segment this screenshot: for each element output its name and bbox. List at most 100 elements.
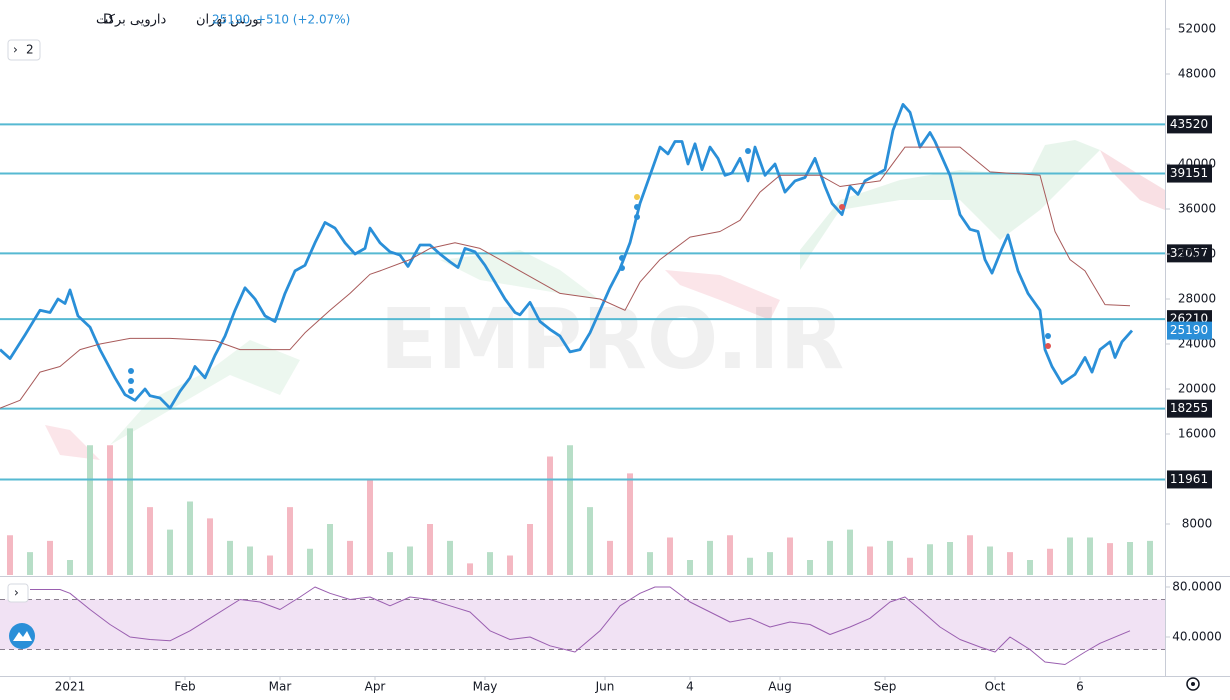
volume-bar [707, 540, 713, 575]
x-tick-label: Mar [269, 680, 292, 694]
volume-bar [907, 557, 913, 575]
indicator-count: 2 [26, 43, 34, 57]
volume-bar [687, 560, 693, 575]
signal-dot [128, 368, 134, 374]
volume-bar [1067, 537, 1073, 575]
y-tick-label: 36000 [1178, 202, 1216, 216]
volume-bar [1107, 543, 1113, 575]
toggle-arrow: › [14, 586, 19, 600]
x-tick-label: May [473, 680, 498, 694]
gear[interactable] [1186, 677, 1200, 691]
signal-dot [634, 214, 640, 220]
volume-bar [987, 546, 993, 575]
cloud [110, 340, 300, 445]
signal-dot [128, 378, 134, 384]
symbol-name: دارویی برکت [96, 13, 166, 28]
volume-bar [1087, 537, 1093, 575]
volume-bar [747, 557, 753, 575]
volume-bar [867, 546, 873, 575]
volume-bar [787, 537, 793, 575]
volume-bar [467, 563, 473, 575]
volume-bar [567, 445, 573, 575]
y-tick-label: 48000 [1178, 67, 1216, 81]
volume-bar [487, 552, 493, 575]
volume-bar [767, 552, 773, 575]
level-label: 11961 [1170, 472, 1208, 486]
series-line [30, 586, 1131, 665]
signal-dot [1045, 343, 1051, 349]
volume-bar [547, 456, 553, 575]
volume-bar [427, 524, 433, 575]
volume-bar [247, 546, 253, 575]
toggle-arrow: › [13, 43, 18, 57]
volume-bar [887, 540, 893, 575]
volume-bar [107, 445, 113, 575]
signal-dot [619, 265, 625, 271]
volume-bar [347, 540, 353, 575]
last-price-tag [1167, 321, 1212, 340]
y-tick-label: 40.0000 [1172, 630, 1222, 644]
x-tick-label: Jun [595, 680, 615, 694]
logo[interactable] [9, 623, 35, 649]
price-change: +510 (+2.07%) [256, 13, 350, 27]
volume-bar [167, 529, 173, 575]
volume-bar [1147, 540, 1153, 575]
volume-bar [1027, 560, 1033, 575]
x-tick-label: Sep [874, 680, 897, 694]
series-line [0, 146, 1131, 409]
level-label: 18255 [1170, 401, 1208, 415]
volume-bar [927, 544, 933, 575]
volume-bar [367, 479, 373, 575]
signal-dot [634, 194, 640, 200]
indicators-toggle[interactable]: › 2 [7, 39, 41, 61]
volume-bar [307, 548, 313, 575]
x-tick-label: 4 [686, 680, 694, 694]
volume-bar [587, 507, 593, 575]
volume-bar [447, 540, 453, 575]
volume-bar [647, 552, 653, 575]
toggle-box[interactable] [7, 583, 29, 603]
volume-bar [327, 524, 333, 575]
y-tick-label: 32000 [1178, 247, 1216, 261]
y-tick-label: 16000 [1178, 427, 1216, 441]
signal-dot [619, 255, 625, 261]
gear-center [1191, 682, 1195, 686]
volume-bar [807, 560, 813, 575]
exchange: بورس تهران [196, 13, 263, 28]
settings[interactable] [1186, 677, 1200, 691]
signals [128, 148, 1051, 394]
volume-bar [7, 535, 13, 575]
y-tick-label: 20000 [1178, 382, 1216, 396]
volume-bar [667, 537, 673, 575]
volume-bar [527, 524, 533, 575]
x-tick-label: Aug [768, 680, 791, 694]
last-price-label: 25190 [1170, 323, 1208, 337]
volume-bar [387, 552, 393, 575]
volume-bar [227, 540, 233, 575]
volume-bar [827, 540, 833, 575]
volume-bar [287, 507, 293, 575]
rsi-band [0, 599, 1165, 650]
x-tick-label: Feb [174, 680, 195, 694]
signal-dot [128, 388, 134, 394]
logo-mark [13, 631, 32, 641]
volume-bar [847, 529, 853, 575]
series-line [0, 103, 1134, 410]
cloud [440, 250, 600, 300]
y-tick-label: 28000 [1178, 292, 1216, 306]
x-tick-label: 6 [1076, 680, 1084, 694]
y-tick-label: 80.0000 [1172, 580, 1222, 594]
level-tag [1167, 164, 1212, 183]
volume-bar [1047, 548, 1053, 575]
cloud [665, 270, 780, 320]
volume-bar [507, 555, 513, 575]
volume-bar [967, 535, 973, 575]
rsi-toggle[interactable]: › [7, 583, 29, 603]
y-tick-label: 40000 [1178, 157, 1216, 171]
toggle-box[interactable] [7, 39, 41, 61]
volume-bar [207, 518, 213, 575]
last-price: 25190 [212, 13, 250, 27]
volume-bar [87, 445, 93, 575]
